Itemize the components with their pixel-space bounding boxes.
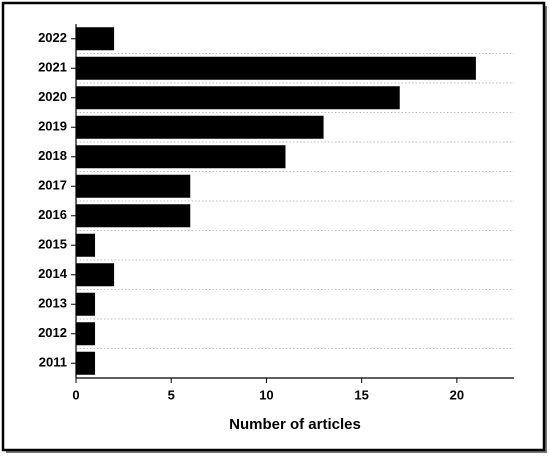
bar: [76, 145, 286, 169]
x-tick-label: 10: [259, 387, 273, 402]
bar: [76, 174, 191, 198]
bar: [76, 292, 96, 316]
y-tick-label: 2014: [38, 266, 68, 281]
x-tick-label: 15: [354, 387, 368, 402]
y-tick-label: 2021: [38, 60, 67, 75]
y-tick-label: 2018: [38, 148, 67, 163]
x-tick-label: 5: [168, 387, 175, 402]
x-tick-label: 20: [450, 387, 464, 402]
y-tick-label: 2015: [38, 237, 67, 252]
y-tick-label: 2019: [38, 119, 67, 134]
bar: [76, 322, 96, 346]
bar: [76, 204, 191, 228]
bar: [76, 233, 96, 257]
bar: [76, 56, 476, 80]
y-tick-label: 2020: [38, 89, 67, 104]
bar: [76, 27, 115, 51]
y-tick-label: 2012: [38, 325, 67, 340]
x-tick-label: 0: [72, 387, 79, 402]
bar: [76, 263, 115, 287]
bar: [76, 86, 400, 110]
x-axis-label: Number of articles: [229, 416, 361, 433]
y-tick-label: 2011: [39, 355, 67, 370]
y-tick-label: 2013: [38, 296, 67, 311]
bar: [76, 115, 324, 139]
bar: [76, 351, 96, 375]
y-tick-label: 2022: [38, 30, 67, 45]
y-tick-label: 2016: [38, 207, 67, 222]
y-tick-label: 2017: [38, 178, 67, 193]
